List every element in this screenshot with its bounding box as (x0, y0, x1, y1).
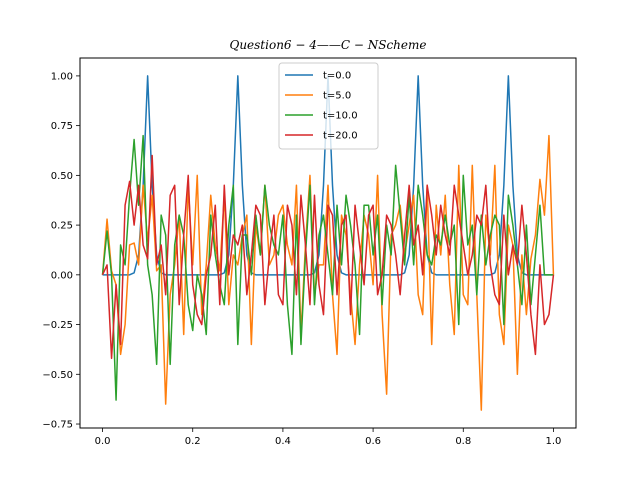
legend: t=0.0 t=5.0 t=10.0 t=20.0 (278, 62, 379, 150)
y-tick-label: −0.50 (42, 370, 73, 381)
x-axis: 0.0 0.2 0.4 0.6 0.8 1.0 (95, 428, 562, 447)
y-tick-label: 1.00 (51, 71, 73, 82)
series-line-2 (101, 134, 554, 401)
chart-title: Question6 − 4——C − NScheme (229, 38, 426, 52)
x-tick-label: 0.2 (185, 436, 201, 447)
x-tick-label: 0.0 (95, 436, 111, 447)
y-tick-label: −0.75 (42, 420, 73, 431)
y-tick-label: −0.25 (42, 320, 73, 331)
y-tick-label: 0.50 (51, 171, 73, 182)
series-group (101, 75, 555, 411)
plot-frame (79, 57, 577, 429)
x-tick-label: 0.6 (365, 436, 381, 447)
y-tick-label: 0.75 (51, 121, 73, 132)
legend-box (278, 62, 379, 150)
series-line-3 (101, 154, 555, 360)
x-tick-label: 1.0 (546, 436, 562, 447)
y-tick-label: 0.00 (51, 270, 73, 281)
legend-label: t=5.0 (323, 91, 351, 102)
y-tick-label: 0.25 (51, 221, 73, 232)
x-tick-label: 0.4 (275, 436, 291, 447)
legend-label: t=20.0 (323, 131, 358, 142)
legend-label: t=10.0 (323, 111, 358, 122)
y-axis: −0.75 −0.50 −0.25 0.00 0.25 0.50 0.75 1.00 (42, 71, 80, 431)
x-tick-label: 0.8 (455, 436, 471, 447)
legend-label: t=0.0 (323, 71, 351, 82)
series-line-1 (101, 134, 555, 411)
